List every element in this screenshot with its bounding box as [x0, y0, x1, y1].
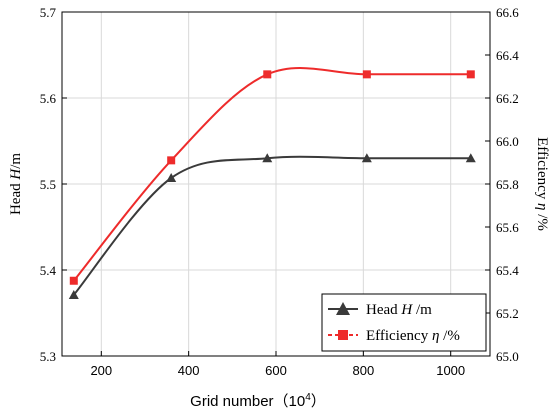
x-tick-label: 1000	[436, 363, 465, 378]
y-right-tick-label: 66.2	[496, 91, 519, 106]
series-layer	[68, 66, 476, 299]
series-1-point	[361, 153, 372, 163]
x-tick-label: 800	[352, 363, 374, 378]
legend-marker-efficiency	[338, 330, 348, 340]
y-left-tick-label: 5.7	[40, 5, 57, 20]
y-axis-title-left: Head H/m	[8, 153, 24, 215]
y-right-tick-label: 66.0	[496, 134, 519, 149]
series-1-line	[73, 155, 471, 296]
series-1-point	[68, 289, 79, 299]
y-right-tick-label: 65.0	[496, 349, 519, 364]
legend-entry-head: Head H /m	[328, 302, 432, 318]
x-tick-label: 600	[265, 363, 287, 378]
y-right-tick-label: 66.4	[496, 48, 519, 63]
y-right-tick-label: 65.4	[496, 263, 519, 278]
series-2-point	[466, 70, 475, 79]
series-1-point	[262, 153, 273, 163]
series-2-point	[167, 156, 176, 165]
y-right-tick-label: 65.8	[496, 177, 519, 192]
series-2-line	[73, 66, 471, 282]
legend-label-head: Head H /m	[366, 302, 432, 318]
y-left-tick-label: 5.4	[40, 263, 57, 278]
axis-ticks: 200 400 600 800 1000 5.3 5.4 5.5 5.6 5.7 65.0 65.2 6…	[40, 5, 520, 378]
series-1-point	[465, 153, 476, 163]
series-2-point	[69, 276, 78, 285]
x-tick-label: 400	[178, 363, 200, 378]
y-right-tick-label: 65.6	[496, 220, 519, 235]
y-left-tick-label: 5.6	[40, 91, 57, 106]
legend: Head H /m Efficiency η /%	[321, 293, 487, 352]
y-axis-title-right: Efficiency η /%	[534, 137, 550, 231]
legend-marker-head	[336, 302, 350, 315]
legend-entry-efficiency: Efficiency η /%	[328, 328, 460, 344]
series-1-point	[166, 172, 177, 182]
y-left-tick-label: 5.5	[40, 177, 56, 192]
x-tick-label: 200	[90, 363, 112, 378]
series-2-point	[362, 70, 371, 79]
legend-label-efficiency: Efficiency η /%	[366, 328, 460, 344]
x-axis-title: Grid number（104）	[190, 392, 326, 410]
y-right-tick-label: 65.2	[496, 306, 519, 321]
legend-box	[321, 293, 487, 352]
y-right-tick-label: 66.6	[496, 5, 519, 20]
y-left-tick-label: 5.3	[40, 349, 56, 364]
series-2-point	[263, 70, 272, 79]
